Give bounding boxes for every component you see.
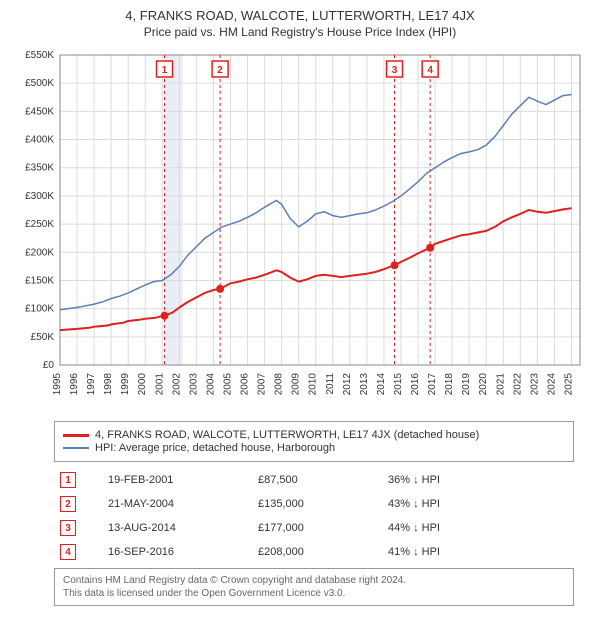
x-tick-label: 2002 <box>171 373 182 396</box>
x-tick-label: 2014 <box>376 373 387 396</box>
y-tick-label: £350K <box>25 163 54 174</box>
x-tick-label: 2024 <box>546 373 557 396</box>
table-row: 4 16-SEP-2016£208,00041% ↓ HPI <box>54 540 574 564</box>
x-tick-label: 2005 <box>222 373 233 396</box>
sale-price: £208,000 <box>252 540 382 564</box>
marker-number: 1 <box>162 65 168 76</box>
page-title: 4, FRANKS ROAD, WALCOTE, LUTTERWORTH, LE… <box>10 8 590 23</box>
x-tick-label: 2006 <box>240 373 251 396</box>
x-tick-label: 2007 <box>257 373 268 396</box>
y-tick-label: £450K <box>25 106 54 117</box>
x-tick-label: 1995 <box>52 373 63 396</box>
marker-number: 2 <box>217 65 223 76</box>
y-tick-label: £500K <box>25 78 54 89</box>
legend-label: HPI: Average price, detached house, Harb… <box>95 442 335 454</box>
x-tick-label: 2000 <box>137 373 148 396</box>
x-tick-label: 2008 <box>274 373 285 396</box>
x-tick-label: 2020 <box>478 373 489 396</box>
legend-label: 4, FRANKS ROAD, WALCOTE, LUTTERWORTH, LE… <box>95 429 479 441</box>
table-row: 3 13-AUG-2014£177,00044% ↓ HPI <box>54 516 574 540</box>
legend: 4, FRANKS ROAD, WALCOTE, LUTTERWORTH, LE… <box>54 421 574 462</box>
x-tick-label: 1998 <box>103 373 114 396</box>
x-tick-label: 2021 <box>495 373 506 396</box>
x-tick-label: 2025 <box>563 373 574 396</box>
y-tick-label: £250K <box>25 219 54 230</box>
sale-marker: 4 <box>60 544 76 560</box>
y-tick-label: £300K <box>25 191 54 202</box>
x-tick-label: 2013 <box>359 373 370 396</box>
sale-price: £87,500 <box>252 468 382 492</box>
legend-swatch <box>63 447 89 449</box>
x-tick-label: 2009 <box>291 373 302 396</box>
sale-delta: 36% ↓ HPI <box>382 468 574 492</box>
y-tick-label: £50K <box>31 332 55 343</box>
sale-price: £177,000 <box>252 516 382 540</box>
x-tick-label: 2017 <box>427 373 438 396</box>
sales-table: 1 19-FEB-2001£87,50036% ↓ HPI 2 21-MAY-2004… <box>54 468 574 564</box>
footer-line-1: Contains HM Land Registry data © Crown c… <box>63 574 565 587</box>
sale-delta: 41% ↓ HPI <box>382 540 574 564</box>
x-tick-label: 1999 <box>120 373 131 396</box>
x-tick-label: 2015 <box>393 373 404 396</box>
y-tick-label: £550K <box>25 50 54 61</box>
x-tick-label: 1996 <box>69 373 80 396</box>
price-chart: £0 £50K £100K £150K £200K £250K £300K £350K £400… <box>10 45 590 415</box>
x-tick-label: 2011 <box>325 373 336 395</box>
x-tick-label: 2019 <box>461 373 472 396</box>
x-tick-label: 2003 <box>188 373 199 396</box>
x-tick-label: 2001 <box>154 373 165 396</box>
y-tick-label: £0 <box>43 360 55 371</box>
table-row: 2 21-MAY-2004£135,00043% ↓ HPI <box>54 492 574 516</box>
sale-delta: 44% ↓ HPI <box>382 516 574 540</box>
sale-delta: 43% ↓ HPI <box>382 492 574 516</box>
chart-svg: £0 £50K £100K £150K £200K £250K £300K £350K £400… <box>10 45 590 415</box>
sale-marker: 3 <box>60 520 76 536</box>
sale-price: £135,000 <box>252 492 382 516</box>
marker-number: 3 <box>392 65 398 76</box>
y-tick-label: £200K <box>25 247 54 258</box>
sale-date: 19-FEB-2001 <box>102 468 252 492</box>
legend-swatch <box>63 434 89 437</box>
x-tick-label: 2016 <box>410 373 421 396</box>
y-tick-label: £150K <box>25 275 54 286</box>
y-tick-label: £100K <box>25 304 54 315</box>
x-tick-label: 2004 <box>205 373 216 396</box>
legend-item: HPI: Average price, detached house, Harb… <box>63 442 565 454</box>
sale-date: 21-MAY-2004 <box>102 492 252 516</box>
sale-date: 16-SEP-2016 <box>102 540 252 564</box>
x-tick-label: 2012 <box>342 373 353 396</box>
attribution-footer: Contains HM Land Registry data © Crown c… <box>54 568 574 606</box>
sale-date: 13-AUG-2014 <box>102 516 252 540</box>
legend-item: 4, FRANKS ROAD, WALCOTE, LUTTERWORTH, LE… <box>63 429 565 441</box>
x-tick-label: 2022 <box>512 373 523 396</box>
y-tick-label: £400K <box>25 135 54 146</box>
page-subtitle: Price paid vs. HM Land Registry's House … <box>10 25 590 39</box>
marker-number: 4 <box>427 65 433 76</box>
table-row: 1 19-FEB-2001£87,50036% ↓ HPI <box>54 468 574 492</box>
sale-marker: 1 <box>60 472 76 488</box>
sale-marker: 2 <box>60 496 76 512</box>
x-tick-label: 2018 <box>444 373 455 396</box>
x-tick-label: 1997 <box>86 373 97 396</box>
x-tick-label: 2023 <box>529 373 540 396</box>
x-tick-label: 2010 <box>308 373 319 396</box>
footer-line-2: This data is licensed under the Open Gov… <box>63 587 565 600</box>
